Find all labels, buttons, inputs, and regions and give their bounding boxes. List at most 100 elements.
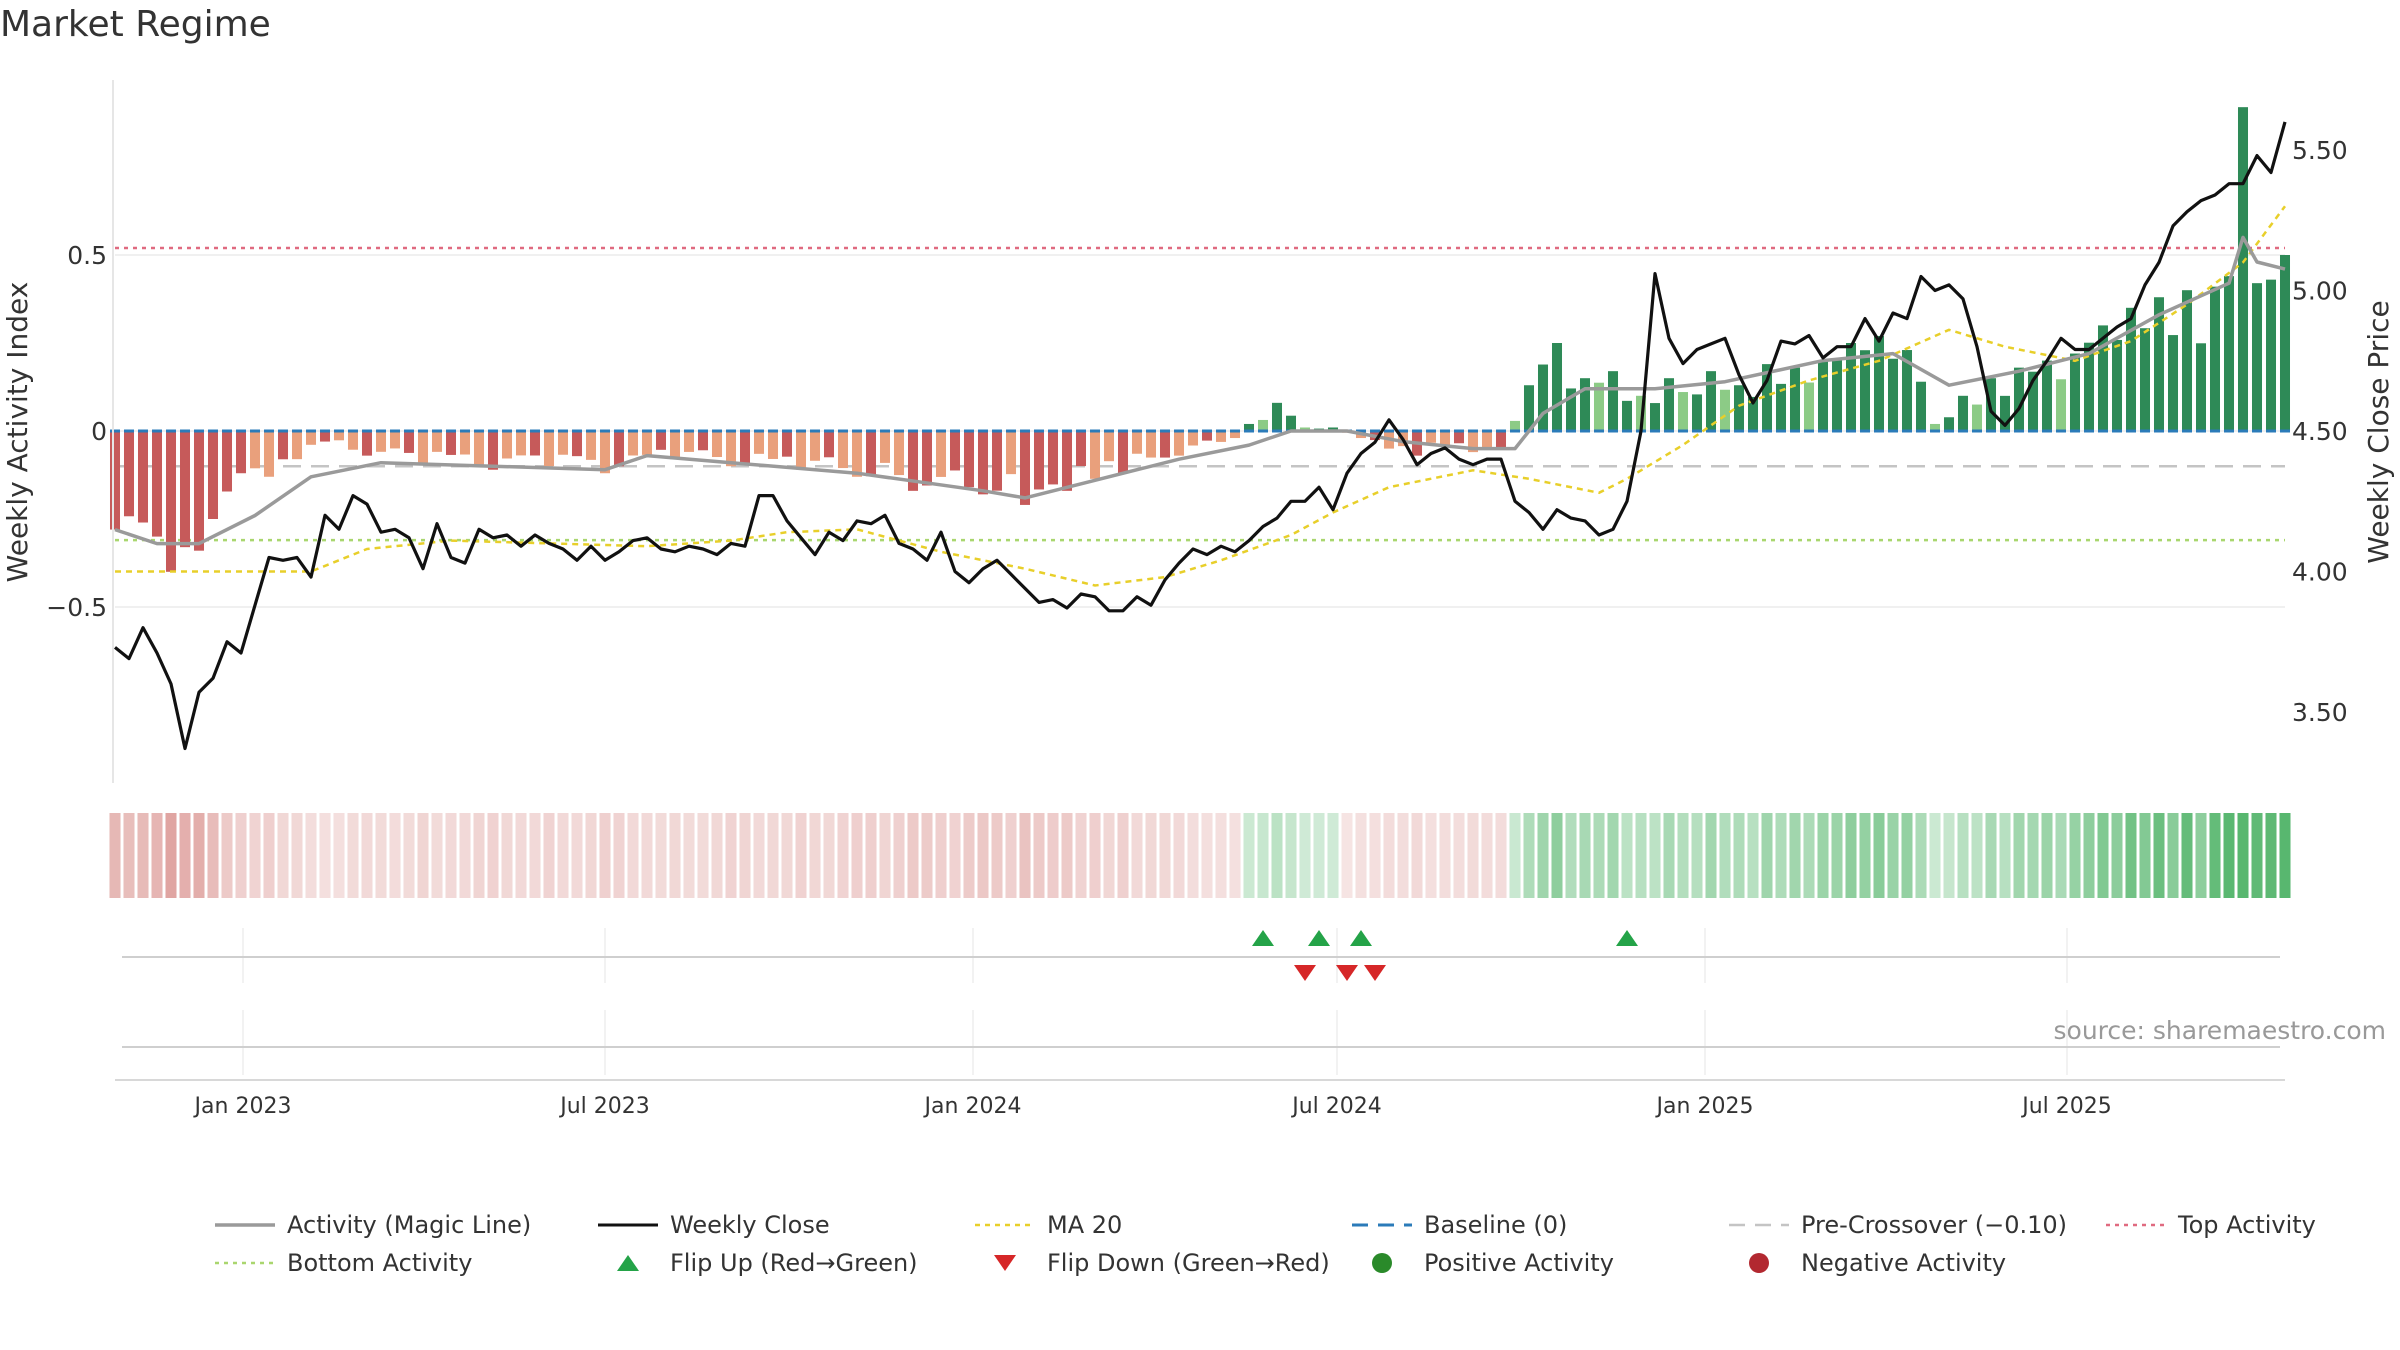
activity-bar [389, 431, 401, 449]
regime-strip-cell [1943, 813, 1955, 898]
regime-strip-cell [179, 813, 191, 898]
activity-bar [1621, 400, 1633, 431]
legend-item-negdot: Negative Activity [1729, 1246, 2006, 1280]
activity-bar [2027, 371, 2039, 431]
regime-strip-cell [277, 813, 289, 898]
activity-bar [1677, 392, 1689, 431]
activity-bar [347, 431, 359, 450]
regime-strip-cell [613, 813, 625, 898]
activity-bar [2125, 307, 2137, 431]
weekly-close-line [114, 121, 2287, 751]
activity-bar [2013, 367, 2025, 431]
activity-bar [795, 431, 807, 470]
legend-swatch-bottom [215, 1253, 287, 1273]
regime-strip-cell [1523, 813, 1535, 898]
regime-strip-cell [1915, 813, 1927, 898]
activity-bar [361, 431, 373, 456]
right-tick-label-3: 4.00 [2292, 558, 2348, 587]
activity-bar [2041, 360, 2053, 431]
regime-strip-cell [1971, 813, 1983, 898]
activity-bar [319, 431, 331, 442]
regime-strip-cell [2013, 813, 2025, 898]
legend-swatch-flipup [598, 1251, 670, 1275]
activity-bar [193, 431, 205, 551]
activity-bar [865, 431, 877, 477]
regime-strip-cell [767, 813, 779, 898]
activity-bar [529, 431, 541, 456]
activity-bar [1789, 367, 1801, 431]
activity-bar [1047, 431, 1059, 485]
activity-bar [137, 431, 149, 523]
activity-bars [109, 107, 2291, 572]
legend-item-top: Top Activity [2106, 1208, 2316, 1242]
activity-bar [1089, 431, 1101, 479]
regime-strip-cell [1663, 813, 1675, 898]
regime-strip-cell [753, 813, 765, 898]
regime-strip-cell [165, 813, 177, 898]
regime-strip-cell [1607, 813, 1619, 898]
regime-strip-cell [1747, 813, 1759, 898]
activity-bar [1831, 360, 1843, 431]
activity-bar [1649, 403, 1661, 431]
activity-bar [697, 431, 709, 451]
activity-bar [1201, 431, 1213, 441]
regime-strip-cell [1313, 813, 1325, 898]
legend-swatch-activity [215, 1215, 287, 1235]
regime-strip-cell [1019, 813, 1031, 898]
regime-strip-cell [711, 813, 723, 898]
activity-bar [459, 431, 471, 455]
activity-bar [753, 431, 765, 454]
activity-bar [1761, 364, 1773, 431]
regime-strip-cell [2181, 813, 2193, 898]
regime-strip-cell [627, 813, 639, 898]
activity-magic-line [114, 235, 2286, 546]
regime-strip-cell [599, 813, 611, 898]
regime-strip-cell [529, 813, 541, 898]
regime-strip-cell [1761, 813, 1773, 898]
x-tick-label-2: Jan 2024 [923, 1094, 1022, 1119]
regime-strip-cell [2167, 813, 2179, 898]
regime-strip-cell [2265, 813, 2277, 898]
activity-bar [1593, 382, 1605, 431]
activity-bar [2097, 325, 2109, 431]
x-tick-label-3: Jul 2024 [1290, 1094, 1382, 1119]
regime-strip-cell [1159, 813, 1171, 898]
regime-strip-cell [1817, 813, 1829, 898]
activity-bar [221, 431, 233, 492]
market-regime-chart: 0.5 0 −0.5 5.50 5.00 4.50 4.00 3.50 Weekly Activ… [1, 80, 2395, 1119]
regime-strip-cell [1859, 813, 1871, 898]
regime-strip-cell [1341, 813, 1353, 898]
activity-bar [1075, 431, 1087, 467]
activity-bar [1943, 417, 1955, 431]
regime-strip-cell [1229, 813, 1241, 898]
regime-strip-cell [1887, 813, 1899, 898]
regime-strip-cell [2237, 813, 2249, 898]
regime-strip-cell [725, 813, 737, 898]
activity-bar [501, 431, 513, 459]
regime-strip-cell [1117, 813, 1129, 898]
activity-bar [585, 431, 597, 460]
regime-strip-cell [403, 813, 415, 898]
activity-bar [907, 431, 919, 491]
regime-strip-cell [809, 813, 821, 898]
legend-swatch-precross [1729, 1215, 1801, 1235]
activity-bar [277, 431, 289, 460]
activity-bar [2195, 343, 2207, 431]
activity-bar [1915, 381, 1927, 431]
regime-strip-cell [1999, 813, 2011, 898]
legend-label-ma20: MA 20 [1047, 1211, 1123, 1239]
chart-title: Market Regime [0, 4, 271, 45]
regime-strip-cell [235, 813, 247, 898]
activity-bar [641, 431, 653, 455]
activity-bar [2111, 339, 2123, 431]
reference-lines [115, 246, 2285, 542]
regime-strip-cell [837, 813, 849, 898]
regime-strip-cell [1705, 813, 1717, 898]
left-tick-label-1: 0 [91, 417, 107, 446]
regime-strip-cell [109, 813, 121, 898]
activity-bar [1285, 415, 1297, 431]
regime-strip-cell [473, 813, 485, 898]
regime-strip-cell [1621, 813, 1633, 898]
regime-strip-cell [2111, 813, 2123, 898]
regime-strip-cell [2195, 813, 2207, 898]
